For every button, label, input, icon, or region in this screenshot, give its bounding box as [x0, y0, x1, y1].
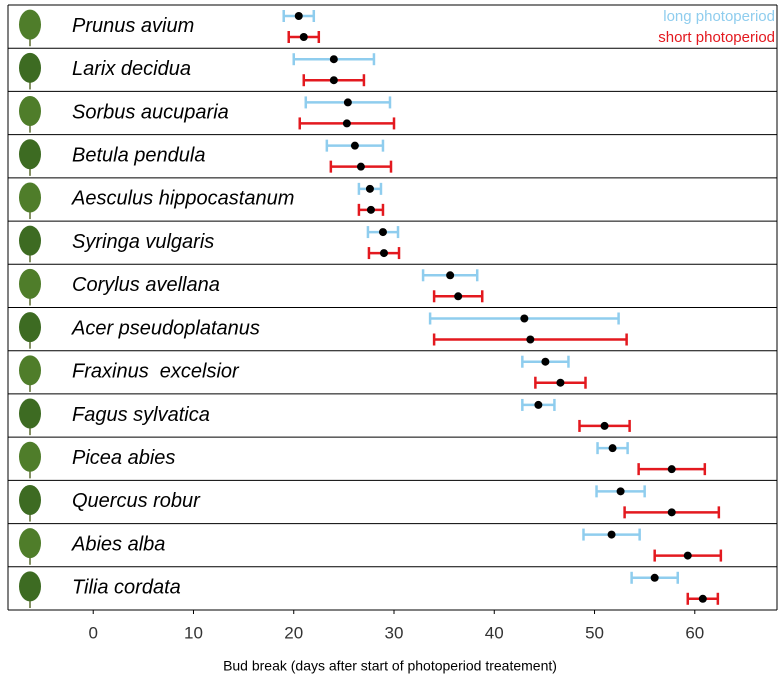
data-point — [454, 292, 463, 301]
leaf-blade — [19, 9, 41, 40]
data-point — [650, 573, 659, 582]
x-tick-label: 20 — [284, 623, 303, 642]
data-point — [299, 33, 308, 41]
data-point — [343, 98, 352, 107]
leaf-icon — [19, 139, 41, 176]
category-label: Prunus avium — [72, 15, 194, 37]
category-label: Picea abies — [72, 447, 175, 469]
data-point — [350, 141, 359, 150]
legend-entry: short photoperiod — [658, 29, 775, 46]
x-tick-label: 50 — [585, 623, 604, 642]
category-label: Aesculus hippocastanum — [71, 188, 294, 210]
leaf-blade — [19, 96, 41, 127]
data-point — [342, 119, 351, 128]
category-label: Corylus avellana — [72, 274, 220, 296]
legend-entry: long photoperiod — [663, 8, 775, 25]
leaf-blade — [19, 225, 41, 256]
data-point — [667, 508, 676, 517]
leaf-blade — [19, 571, 41, 602]
leaf-icon — [19, 441, 41, 479]
data-point — [356, 162, 365, 171]
data-point — [446, 271, 455, 280]
data-point — [378, 228, 387, 237]
leaf-icon — [19, 182, 41, 220]
data-point — [329, 76, 338, 85]
leaf-icon — [19, 52, 41, 90]
leaf-blade — [19, 268, 41, 299]
data-point — [556, 378, 565, 387]
leaf-icon — [19, 528, 41, 565]
leaf-blade — [19, 441, 41, 472]
x-tick-label: 40 — [485, 623, 504, 642]
category-label: Sorbus aucuparia — [72, 101, 229, 123]
leaf-blade — [19, 528, 41, 559]
category-label: Larix decidua — [72, 58, 191, 80]
data-point — [541, 357, 550, 366]
leaf-blade — [19, 355, 41, 386]
leaf-icon — [19, 571, 41, 608]
data-point — [294, 12, 303, 20]
x-tick-label: 30 — [385, 623, 404, 642]
data-point — [667, 465, 676, 474]
data-point — [534, 400, 543, 409]
category-label: Fagus sylvatica — [72, 404, 210, 426]
leaf-icon — [19, 484, 41, 522]
leaf-icon — [19, 398, 41, 436]
category-label: Tilia cordata — [72, 577, 181, 599]
x-tick-label: 0 — [88, 623, 97, 642]
data-point — [526, 335, 535, 344]
data-point — [607, 530, 616, 539]
data-point — [366, 205, 375, 214]
leaf-blade — [19, 182, 41, 213]
category-label: Acer pseudoplatanus — [71, 317, 260, 339]
data-point — [616, 487, 625, 496]
leaf-icon — [19, 9, 41, 47]
x-tick-label: 10 — [184, 623, 203, 642]
leaf-blade — [19, 484, 41, 515]
category-label: Syringa vulgaris — [72, 231, 214, 253]
data-point — [608, 444, 617, 453]
data-point — [379, 249, 388, 258]
leaf-blade — [19, 312, 41, 343]
data-point — [698, 594, 707, 603]
data-point — [683, 551, 692, 560]
leaf-blade — [19, 398, 41, 429]
data-point — [329, 55, 338, 64]
category-label: Quercus robur — [72, 490, 201, 512]
data-point — [365, 184, 374, 193]
category-label: Betula pendula — [72, 145, 205, 167]
leaf-icon — [19, 225, 41, 263]
data-point — [600, 421, 609, 430]
x-axis-label: Bud break (days after start of photoperi… — [223, 658, 557, 674]
leaf-icon — [19, 312, 41, 349]
category-label: Fraxinus excelsior — [72, 361, 240, 383]
leaf-blade — [19, 52, 41, 83]
leaf-blade — [19, 139, 41, 170]
leaf-icon — [19, 96, 41, 133]
category-label: Abies alba — [71, 533, 165, 555]
data-point — [520, 314, 529, 323]
x-tick-label: 60 — [685, 623, 704, 642]
leaf-icon — [19, 268, 41, 306]
leaf-icon — [19, 355, 41, 392]
